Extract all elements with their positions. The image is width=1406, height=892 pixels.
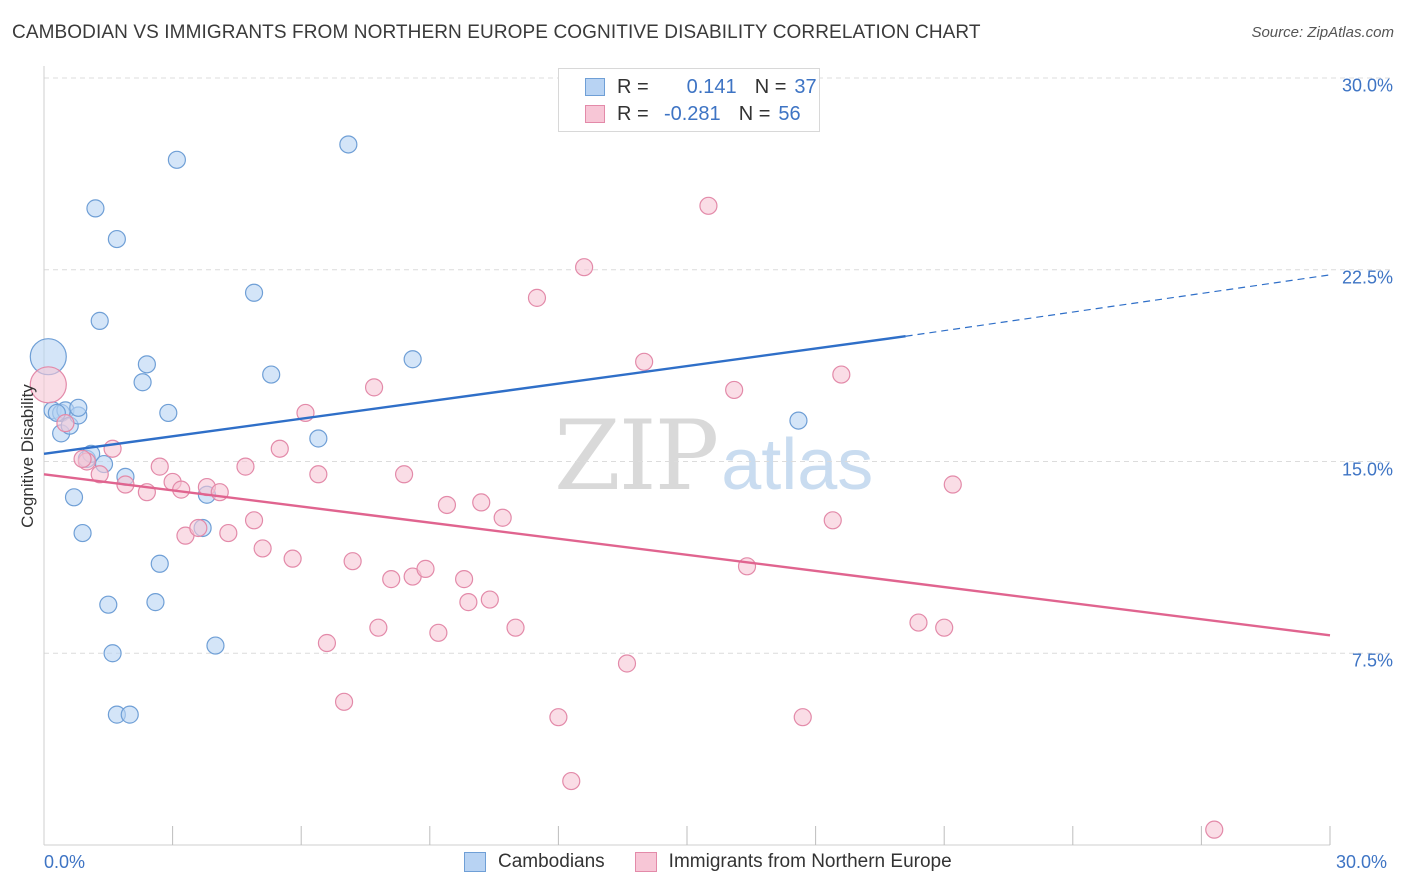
immigrant-point-1 (56, 414, 75, 433)
n-label: N = (738, 102, 771, 125)
chart-title: CAMBODIAN VS IMMIGRANTS FROM NORTHERN EU… (12, 22, 981, 43)
n-value: 37 (794, 75, 817, 98)
immigrant-point-47 (793, 708, 812, 727)
immigrant-point-15 (244, 511, 264, 530)
y-tick-label-3: 30.0% (1341, 75, 1393, 96)
r-label: R = (617, 75, 649, 98)
immigrant-point-51 (935, 618, 954, 637)
n-label: N = (754, 75, 787, 98)
immigrant-point-46 (737, 557, 757, 576)
immigrant-point-30 (429, 623, 448, 642)
cambodian-point-17 (107, 229, 126, 249)
legend-cambodians: Cambodians (498, 851, 605, 872)
immigrant-point-13 (219, 523, 238, 543)
immigrant-point-39 (549, 708, 568, 727)
immigrant-point-24 (364, 378, 384, 397)
immigrant-point-26 (382, 570, 401, 589)
immigrant-point-41 (575, 258, 594, 277)
cambodian-point-15 (99, 595, 118, 614)
immigrant-point-0 (29, 366, 67, 404)
immigrant-point-50 (909, 613, 928, 632)
cambodians-trend-extension (905, 274, 1331, 337)
cambodian-point-31 (262, 365, 281, 384)
immigrant-point-31 (437, 495, 457, 515)
cambodian-point-33 (339, 135, 358, 154)
cambodian-point-35 (789, 411, 808, 430)
immigrant-point-21 (317, 633, 337, 653)
immigrant-point-10 (189, 518, 208, 538)
series-legend: Cambodians Immigrants from Northern Euro… (464, 851, 952, 873)
immigrant-point-40 (562, 771, 581, 791)
cambodian-point-25 (159, 403, 178, 423)
immigrant-point-7 (150, 457, 169, 476)
immigrants-trend-line (43, 473, 1331, 637)
stats-legend: R = 0.141 N = 37 R = -0.281 N = 56 (558, 68, 820, 132)
cambodian-point-23 (146, 593, 165, 612)
stats-legend-row-immigrants: R = -0.281 N = 56 (559, 101, 801, 127)
immigrant-point-17 (270, 439, 289, 458)
cambodian-point-21 (133, 373, 152, 392)
immigrant-point-27 (394, 465, 414, 484)
immigrant-point-18 (283, 549, 302, 568)
cambodians-trend-line (43, 335, 906, 456)
immigrant-point-44 (699, 196, 718, 215)
cambodian-point-13 (90, 311, 109, 330)
immigrant-point-37 (506, 618, 525, 637)
y-tick-label-2: 22.5% (1341, 267, 1393, 288)
immigrants-swatch (634, 852, 657, 872)
cambodian-point-34 (403, 350, 422, 369)
immigrant-point-45 (725, 380, 744, 400)
y-axis-label: Cognitive Disability (18, 384, 37, 528)
immigrant-point-38 (527, 288, 547, 307)
stats-legend-row-cambodians: R = 0.141 N = 37 (559, 74, 817, 100)
immigrant-point-25 (369, 618, 388, 637)
cambodians-swatch (464, 852, 486, 872)
y-tick-label-0: 7.5% (1351, 650, 1393, 671)
immigrant-point-54 (73, 449, 92, 469)
immigrant-point-35 (480, 590, 499, 609)
cambodian-point-8 (69, 398, 88, 417)
immigrant-point-53 (1205, 820, 1224, 839)
cambodian-point-6 (64, 488, 84, 507)
immigrant-point-16 (253, 539, 272, 558)
y-tick-label-1: 15.0% (1341, 459, 1393, 479)
blue-swatch (585, 78, 605, 96)
cambodian-point-9 (73, 523, 92, 543)
immigrant-point-3 (90, 465, 109, 484)
immigrant-point-48 (823, 511, 842, 530)
immigrant-point-36 (493, 508, 512, 527)
immigrant-point-32 (454, 570, 474, 589)
n-value: 56 (778, 102, 801, 125)
source-label: Source: ZipAtlas.com (1251, 24, 1394, 41)
immigrant-point-14 (236, 457, 255, 476)
x-tick-label-min: 0.0% (44, 852, 86, 872)
cambodian-point-16 (103, 644, 122, 663)
immigrant-point-49 (832, 365, 851, 384)
cambodian-point-12 (86, 199, 105, 218)
immigrant-point-29 (416, 559, 435, 578)
cambodian-point-20 (120, 705, 139, 724)
r-label: R = (617, 102, 649, 125)
r-value: 0.141 (686, 75, 737, 98)
cambodian-point-29 (206, 636, 225, 655)
immigrant-point-23 (343, 552, 362, 571)
cambodian-point-22 (137, 355, 156, 374)
r-value: -0.281 (663, 102, 721, 125)
legend-immigrants: Immigrants from Northern Europe (668, 851, 952, 872)
immigrant-point-20 (309, 465, 328, 484)
immigrant-point-33 (459, 593, 478, 612)
x-tick-label-max: 30.0% (1336, 852, 1388, 872)
cambodian-point-26 (167, 150, 186, 169)
immigrant-point-42 (617, 654, 637, 673)
immigrant-point-43 (635, 352, 654, 371)
cambodian-point-24 (150, 554, 169, 573)
pink-swatch (585, 105, 605, 123)
cambodian-point-30 (244, 283, 264, 302)
immigrant-point-52 (943, 475, 962, 494)
cambodian-point-32 (309, 429, 328, 448)
immigrant-point-22 (334, 692, 354, 711)
immigrant-point-34 (472, 493, 491, 512)
